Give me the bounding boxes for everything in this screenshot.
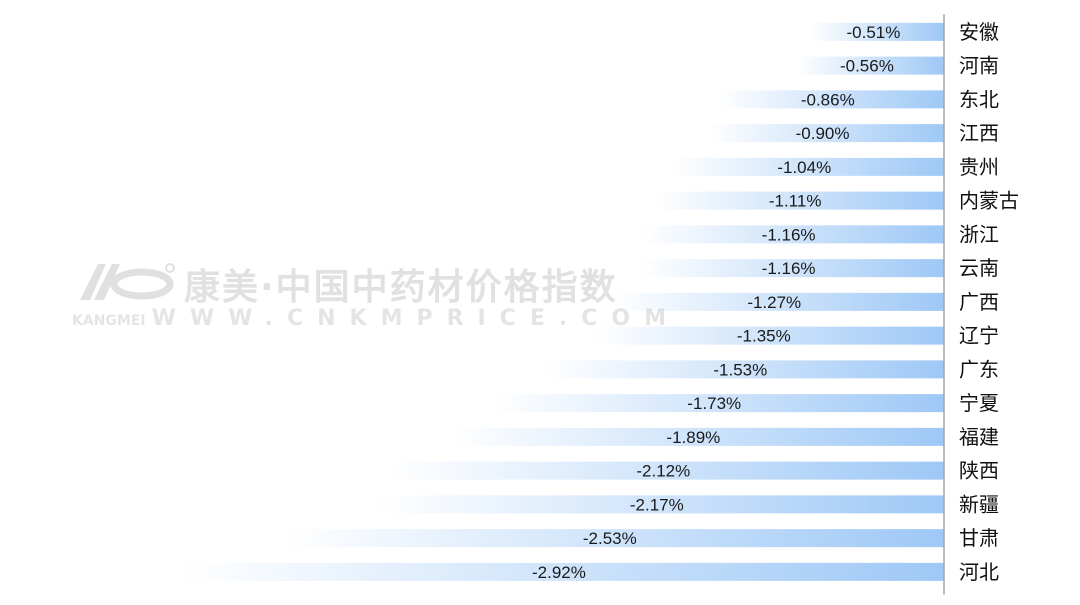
- bar-series: -0.51% -0.56% -0.86% -0.90% -1.04% -1.11% -1.1…: [181, 22, 944, 582]
- data-label: -1.16%: [762, 259, 816, 278]
- category-label: 东北: [959, 87, 999, 111]
- data-label: -2.92%: [532, 563, 586, 582]
- bar: [450, 427, 944, 446]
- data-label: -2.12%: [636, 462, 690, 481]
- category-label: 内蒙古: [959, 189, 1019, 213]
- category-label: 云南: [959, 256, 999, 280]
- category-label: 陕西: [959, 459, 999, 483]
- category-label: 辽宁: [959, 324, 999, 348]
- bar: [390, 461, 944, 480]
- category-label: 福建: [959, 425, 999, 449]
- data-label: -1.11%: [769, 192, 822, 211]
- data-label: -2.53%: [583, 529, 637, 548]
- bar: [709, 124, 944, 143]
- category-label: 安徽: [959, 20, 999, 44]
- bar: [612, 292, 944, 311]
- category-label: 浙江: [959, 222, 999, 246]
- bar: [181, 562, 944, 581]
- category-label: 河北: [959, 560, 999, 584]
- category-label: 新疆: [959, 492, 999, 516]
- data-label: -1.27%: [747, 293, 801, 312]
- data-label: -1.73%: [687, 394, 741, 413]
- bar: [591, 326, 944, 345]
- category-label: 广东: [959, 357, 999, 381]
- bar: [641, 225, 944, 244]
- category-label: 江西: [959, 121, 999, 145]
- category-label: 河南: [959, 54, 999, 78]
- bar: [719, 90, 944, 109]
- category-label: 宁夏: [959, 391, 999, 415]
- data-label: -1.89%: [666, 428, 720, 447]
- bar: [672, 157, 944, 176]
- data-label: -1.16%: [762, 225, 816, 244]
- data-label: -1.53%: [713, 360, 767, 379]
- data-label: -0.90%: [796, 124, 850, 143]
- bar: [797, 56, 944, 75]
- data-label: -0.86%: [801, 90, 855, 109]
- data-label: -2.17%: [630, 495, 684, 514]
- category-label: 贵州: [959, 155, 999, 179]
- bar: [641, 259, 944, 278]
- data-label: -1.04%: [777, 158, 831, 177]
- bar: [544, 360, 944, 379]
- data-label: -0.56%: [840, 57, 894, 76]
- data-label: -0.51%: [847, 23, 901, 42]
- bar: [377, 495, 944, 514]
- data-label: -1.35%: [737, 327, 791, 346]
- bar: [810, 22, 944, 41]
- bar: [492, 394, 944, 413]
- bar: [654, 191, 944, 210]
- category-label: 广西: [959, 290, 999, 314]
- bar: [283, 529, 944, 548]
- category-label: 甘肃: [959, 526, 999, 550]
